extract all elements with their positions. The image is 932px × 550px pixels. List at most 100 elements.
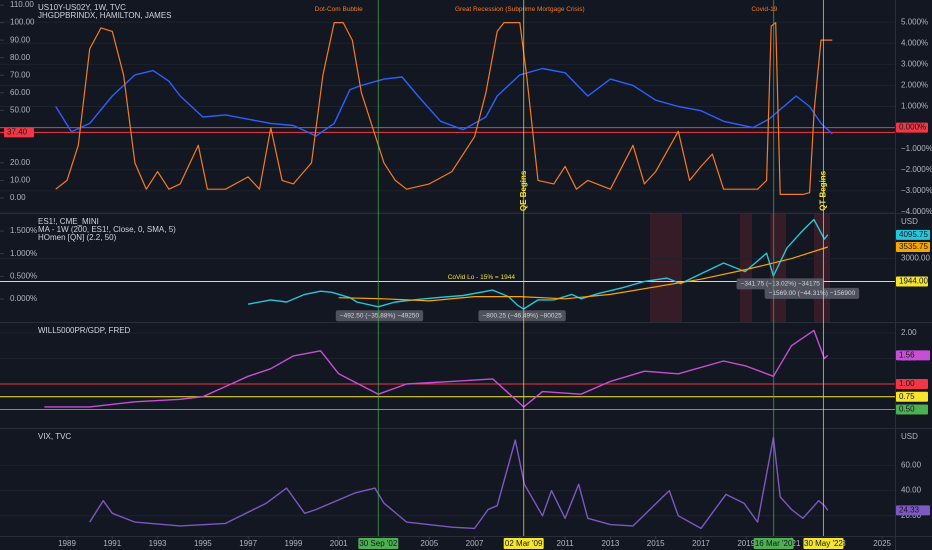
annotation: Covid-19 (751, 6, 777, 13)
y2-tick-label: 100.00 (10, 18, 35, 27)
marker-tag (803, 538, 844, 549)
legend-entry: WILL5000PR/GDP, FRED (38, 326, 131, 335)
legend-entry: VIX, TVC (38, 432, 71, 441)
x-tick-label: 2011 (557, 539, 575, 548)
marker-tag (358, 538, 399, 549)
measure-label: −800.25 (−46.49%) −80025 (482, 312, 562, 319)
series-line (247, 218, 829, 310)
level-tag (896, 122, 928, 133)
series-line (44, 329, 829, 408)
x-tick-label: 2015 (647, 539, 665, 548)
series-line (55, 22, 833, 195)
series-line (55, 67, 833, 137)
legend-entry: JHGDPBRINDX, HAMILTON, JAMES (38, 11, 172, 20)
x-tick-label: 1995 (194, 539, 212, 548)
legend-entry: MA - 1W (200, ES1!, Close, 0, SMA, 5) (38, 225, 176, 234)
shaded-regions (650, 214, 830, 322)
y2-tick-label: 110.00 (10, 0, 34, 9)
level-tag (896, 276, 928, 287)
marker-label: 30 May '22 (804, 539, 843, 548)
x-tick-label: 2019 (737, 539, 755, 548)
pane: 5.000% 4.000% 3.000% 2.000% 1.000% −1.000% −2.… (0, 0, 932, 216)
y-tick-label: −4.000% (901, 207, 932, 216)
level-tag (4, 127, 34, 138)
y2-tick-label: 0.500% (10, 271, 37, 280)
y2-tick-label: 80.00 (10, 53, 31, 62)
price-tag (896, 241, 930, 252)
shade (814, 214, 830, 322)
level-tag (896, 378, 928, 389)
y2-tick-label: 60.00 (10, 88, 31, 97)
price-tag (896, 505, 930, 516)
measure-box (764, 287, 860, 299)
x-tick-label: 2025 (873, 539, 891, 548)
annotation: Dot-Com Bubble (315, 6, 363, 13)
y-tick-label: −2.000% (901, 165, 932, 174)
y-tick-label: −3.000% (901, 186, 932, 195)
level-tag-label: 37.40 (7, 127, 28, 136)
x-tick-label: 2017 (692, 539, 710, 548)
measure-label: −1569.00 (−44.31%) −156900 (769, 290, 856, 297)
y2-tick-label: 0.000% (10, 294, 37, 303)
y-tick-label: 3000.00 (901, 254, 930, 263)
y2-tick-label: 20.00 (10, 158, 31, 167)
price-tag-label: 24.33 (899, 505, 920, 514)
x-tick-label: 1993 (149, 539, 167, 548)
marker-tag (753, 538, 794, 549)
x-tick-label: 1999 (285, 539, 303, 548)
unit-label: USD (901, 217, 918, 226)
shade (740, 214, 752, 322)
shade (650, 214, 682, 322)
y2-tick-label: 70.00 (10, 70, 31, 79)
y2-tick-label: 90.00 (10, 35, 31, 44)
y2-tick-label: 0.00 (10, 193, 26, 202)
level-tag-label: 1.00 (899, 379, 915, 388)
y-tick-label: 20.00 (901, 511, 922, 520)
y2-tick-label: 10.00 (10, 176, 31, 185)
x-tick-label: 2007 (466, 539, 484, 548)
pane: 3000.00 1.500% 1.000% 0.500% 0.000% USD 1944.0… (0, 217, 930, 322)
price-tag (896, 350, 930, 361)
legend-entry: US10Y-US02Y, 1W, TVC (38, 3, 126, 12)
y-tick-label: 3.000% (901, 59, 928, 68)
level-tag (896, 391, 928, 402)
unit-label: USD (901, 432, 918, 441)
measure-label: −492.50 (−35.88%) −49250 (340, 312, 420, 319)
y-tick-label: 2.00 (901, 328, 917, 337)
y2-tick-label: 1.500% (10, 226, 37, 235)
measure-box (736, 278, 824, 290)
series-line (338, 246, 828, 302)
level-tag-label: 0.75 (899, 392, 915, 401)
y-tick-label: 40.00 (901, 486, 922, 495)
y2-tick-label: 1.000% (10, 249, 37, 258)
x-tick-label: 1991 (103, 539, 121, 548)
y-tick-label: 60.00 (901, 460, 922, 469)
x-tick-label: 2005 (420, 539, 438, 548)
x-tick-label: 1997 (239, 539, 257, 548)
y-tick-label: −1.000% (901, 144, 932, 153)
marker-label: 30 Sep '02 (359, 539, 398, 548)
level-tag (896, 404, 928, 415)
legend-entry: ES1!, CME_MINI (38, 217, 99, 226)
marker-tag (503, 538, 544, 549)
level-tag-label: 0.50 (899, 405, 915, 414)
legend-entry: HOmen [QN] (2.2, 50) (38, 233, 117, 242)
y-tick-label: 1.000% (901, 102, 928, 111)
annotation: Great Recession (Subprime Mortgage Crisi… (455, 6, 585, 13)
marker-label: 16 Mar '20 (755, 539, 793, 548)
price-tag-label: 3535.75 (899, 242, 928, 251)
level-tag-label: 1944.00 (899, 277, 928, 286)
x-tick-label: 2013 (602, 539, 620, 548)
level-tag-label: 0.000% (899, 123, 926, 132)
x-tick-label: 1989 (58, 539, 76, 548)
y-tick-label: 4.000% (901, 38, 928, 47)
measure-box (478, 310, 566, 322)
pane: 60.00 40.00 20.00 USD VIX, TVC 24.33 (0, 432, 930, 530)
measure-label: −341.75 (−13.02%) −34175 (741, 281, 821, 288)
x-tick-label: 2001 (330, 539, 348, 548)
y2-tick-label: 50.00 (10, 105, 31, 114)
